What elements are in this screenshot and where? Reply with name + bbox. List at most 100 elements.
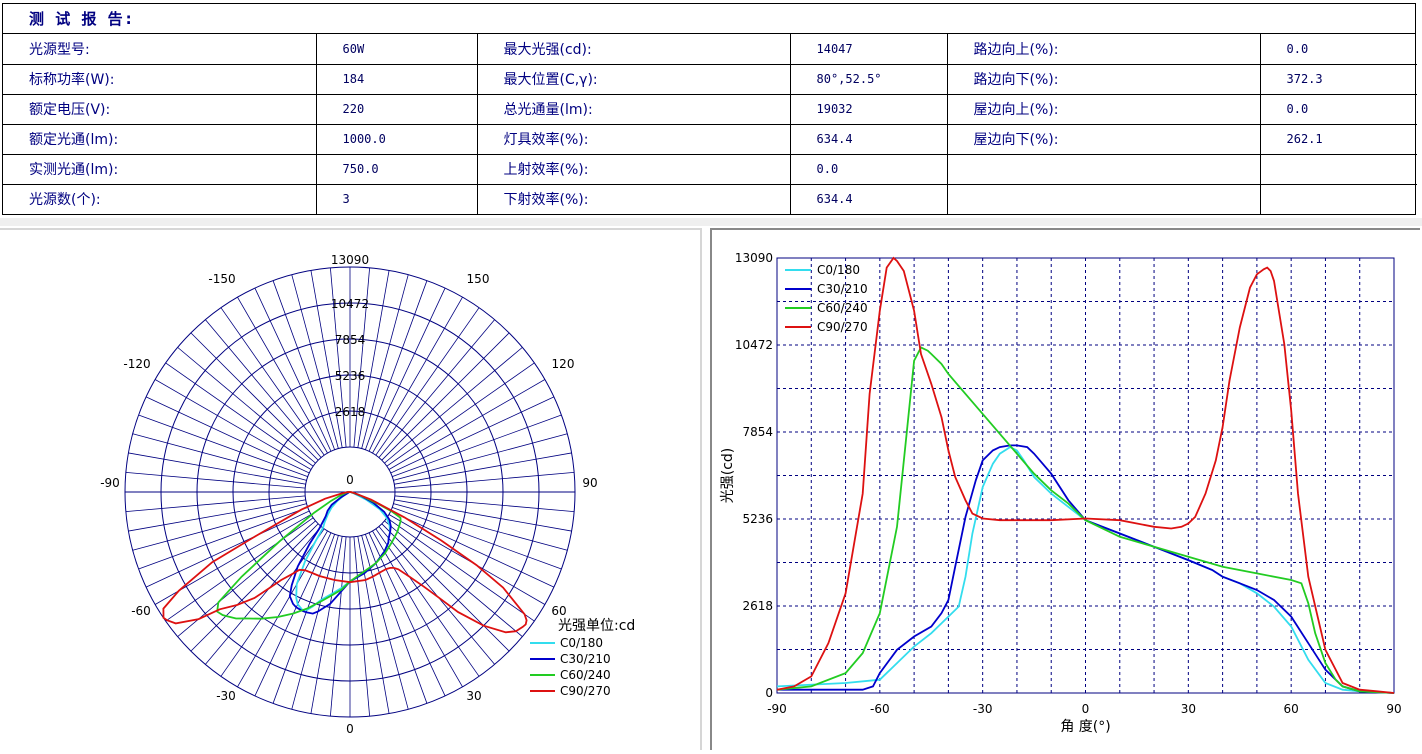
polar-spoke: [220, 307, 351, 493]
polar-spoke: [349, 491, 446, 697]
x-tick-label: 0: [1082, 702, 1090, 716]
value-max-intensity: 14047: [789, 34, 948, 65]
cartesian-chart-panel: -90 -60 -30 0 30 60 90 0 2618 5236 7854 10472 13090 角…: [710, 228, 1420, 750]
polar-spoke: [165, 362, 351, 493]
label-lamp-count: 光源数(个):: [3, 183, 317, 214]
y-axis-label: 光强(cd): [720, 448, 736, 504]
angle-label: -120: [123, 357, 150, 371]
y-tick-label: 0: [765, 686, 773, 700]
polar-spoke: [145, 491, 351, 588]
polar-spoke: [237, 296, 351, 493]
report-row: 光源型号: 60W 最大光强(cd): 14047 路边向上(%): 0.0: [3, 34, 1417, 65]
polar-spoke: [145, 396, 351, 493]
value-house-side-up: 0.0: [1259, 93, 1417, 125]
polar-spoke: [349, 491, 480, 677]
angle-label: 0: [346, 722, 354, 736]
x-tick-label: -90: [767, 702, 787, 716]
report-row: 额定电压(V): 220 总光通量(lm): 19032 屋边向上(%): 0.…: [3, 93, 1417, 125]
label-total-flux: 总光通量(lm):: [476, 93, 791, 125]
polar-spoke: [349, 452, 572, 493]
polar-spoke: [349, 491, 390, 714]
label-lamp-model: 光源型号:: [3, 34, 317, 65]
polar-spoke: [132, 433, 351, 493]
x-axis-label: 角 度(°): [1060, 719, 1110, 735]
polar-spoke: [349, 319, 495, 493]
value-street-side-down: 372.3: [1259, 63, 1417, 95]
y-tick-label: 2618: [742, 599, 773, 613]
polar-spoke: [272, 280, 351, 493]
polar-spoke: [349, 307, 480, 493]
value-rated-flux: 1000.0: [315, 123, 478, 155]
polar-spoke: [165, 491, 351, 622]
label-upward-efficiency: 上射效率(%):: [476, 153, 791, 185]
polar-spoke: [254, 287, 351, 493]
polar-spoke: [349, 379, 546, 493]
radial-tick-label: 7854: [335, 333, 366, 347]
x-tick-label: 60: [1284, 702, 1299, 716]
polar-spoke: [125, 491, 351, 513]
value-total-flux: 19032: [789, 93, 948, 125]
radial-tick-label: 5236: [335, 369, 366, 383]
series-line-c90-270: [776, 256, 1395, 694]
legend-label: C30/210: [817, 282, 868, 296]
value-lamp-count: 3: [315, 183, 478, 214]
polar-spoke: [177, 347, 351, 493]
angle-label: 120: [552, 357, 575, 371]
angle-label: 90: [582, 476, 597, 490]
polar-spoke: [205, 319, 351, 493]
angle-label: -60: [131, 604, 151, 618]
series-line-c60-240: [776, 346, 1395, 694]
label-luminaire-efficiency: 灯具效率(%):: [476, 123, 791, 155]
polar-spoke: [349, 491, 495, 665]
empty-cell: [1259, 183, 1417, 214]
empty-cell: [946, 183, 1261, 214]
polar-spoke: [349, 491, 575, 513]
test-report-table: 测 试 报 告: 光源型号: 60W 最大光强(cd): 14047 路边向上(…: [2, 3, 1417, 215]
value-downward-efficiency: 634.4: [789, 183, 948, 214]
radial-tick-label: 13090: [331, 253, 369, 267]
polar-spoke: [349, 491, 523, 637]
report-row: 光源数(个): 3 下射效率(%): 634.4: [3, 183, 1417, 214]
polar-spoke: [329, 491, 351, 717]
x-tick-label: -30: [973, 702, 993, 716]
label-measured-flux: 实测光通(lm):: [3, 153, 317, 185]
x-tick-label: 30: [1181, 702, 1196, 716]
polar-spoke: [349, 491, 562, 570]
polar-spoke: [220, 491, 351, 677]
polar-spoke: [349, 491, 371, 717]
radial-tick-label: 0: [346, 473, 354, 487]
polar-spoke: [154, 379, 351, 493]
polar-spoke: [132, 491, 351, 551]
polar-legend: 光强单位:cd C0/180 C30/210 C60/240 C90/270: [530, 618, 635, 698]
polar-spoke: [177, 491, 351, 637]
angle-label: -90: [100, 476, 120, 490]
polar-spoke: [349, 471, 575, 493]
empty-cell: [1259, 153, 1417, 185]
polar-spoke: [349, 396, 555, 493]
polar-spoke: [349, 332, 510, 493]
legend-title: 光强单位:cd: [558, 618, 635, 634]
polar-spoke: [190, 491, 351, 652]
polar-spoke: [125, 471, 351, 493]
polar-spoke: [349, 414, 562, 493]
value-luminaire-efficiency: 634.4: [789, 123, 948, 155]
legend-label: C0/180: [560, 636, 603, 650]
report-row: 实测光通(lm): 750.0 上射效率(%): 0.0: [3, 153, 1417, 185]
polar-spoke: [138, 491, 351, 570]
y-tick-label: 7854: [742, 425, 773, 439]
x-tick-label: -60: [870, 702, 890, 716]
label-rated-voltage: 额定电压(V):: [3, 93, 317, 125]
polar-series-c90-270: [162, 491, 528, 634]
polar-spoke: [349, 362, 535, 493]
angle-label: 60: [551, 604, 566, 618]
y-tick-label: 5236: [742, 512, 773, 526]
polar-spoke: [349, 274, 409, 493]
polar-spoke: [349, 347, 523, 493]
legend-label: C60/240: [560, 668, 611, 682]
series-line-c0-180: [776, 446, 1395, 694]
report-row: 额定光通(lm): 1000.0 灯具效率(%): 634.4 屋边向下(%):…: [3, 123, 1417, 155]
y-tick-label: 10472: [735, 338, 773, 352]
polar-chart-panel: 0 2618 5236 7854 10472 13090 0 30 60 90 120 150 -150…: [0, 228, 702, 750]
polar-spoke: [349, 433, 568, 493]
value-upward-efficiency: 0.0: [789, 153, 948, 185]
